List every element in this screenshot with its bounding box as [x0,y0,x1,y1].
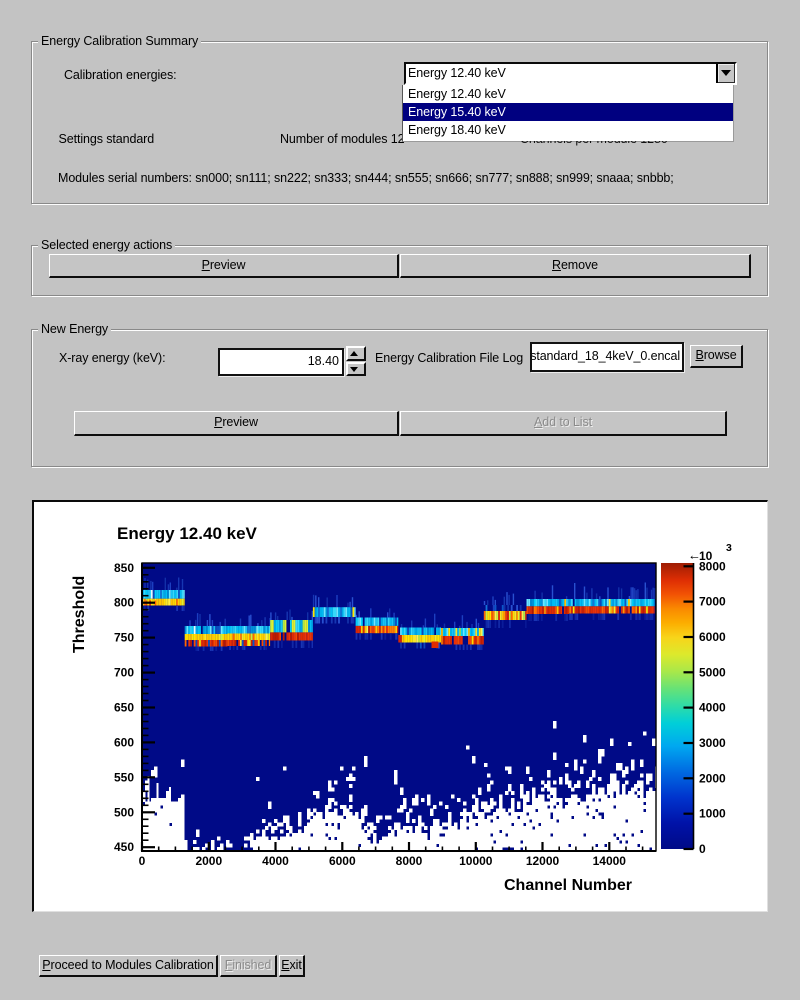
svg-text:6000: 6000 [329,854,356,868]
svg-text:650: 650 [114,701,134,715]
svg-text:8000: 8000 [699,559,726,573]
svg-text:500: 500 [114,805,134,819]
svg-text:12000: 12000 [526,854,560,868]
svg-text:6000: 6000 [699,630,726,644]
svg-text:4000: 4000 [699,701,726,715]
svg-text:Channel Number: Channel Number [504,877,632,894]
svg-text:8000: 8000 [396,854,423,868]
svg-text:←: ← [688,548,701,563]
svg-text:0: 0 [139,854,146,868]
svg-text:4000: 4000 [262,854,289,868]
svg-text:450: 450 [114,840,134,854]
svg-text:550: 550 [114,770,134,784]
svg-text:0: 0 [699,842,706,856]
svg-text:14000: 14000 [593,854,627,868]
svg-text:750: 750 [114,631,134,645]
svg-text:7000: 7000 [699,595,726,609]
svg-text:Threshold: Threshold [71,576,88,653]
svg-text:700: 700 [114,666,134,680]
svg-text:10000: 10000 [459,854,493,868]
svg-text:600: 600 [114,735,134,749]
svg-text:2000: 2000 [195,854,222,868]
svg-text:10: 10 [699,549,713,563]
svg-text:800: 800 [114,596,134,610]
svg-text:5000: 5000 [699,665,726,679]
svg-text:1000: 1000 [699,807,726,821]
svg-text:850: 850 [114,561,134,575]
svg-text:3000: 3000 [699,736,726,750]
svg-text:Energy 12.40 keV: Energy 12.40 keV [117,524,258,543]
svg-text:3: 3 [726,542,732,554]
svg-text:2000: 2000 [699,771,726,785]
